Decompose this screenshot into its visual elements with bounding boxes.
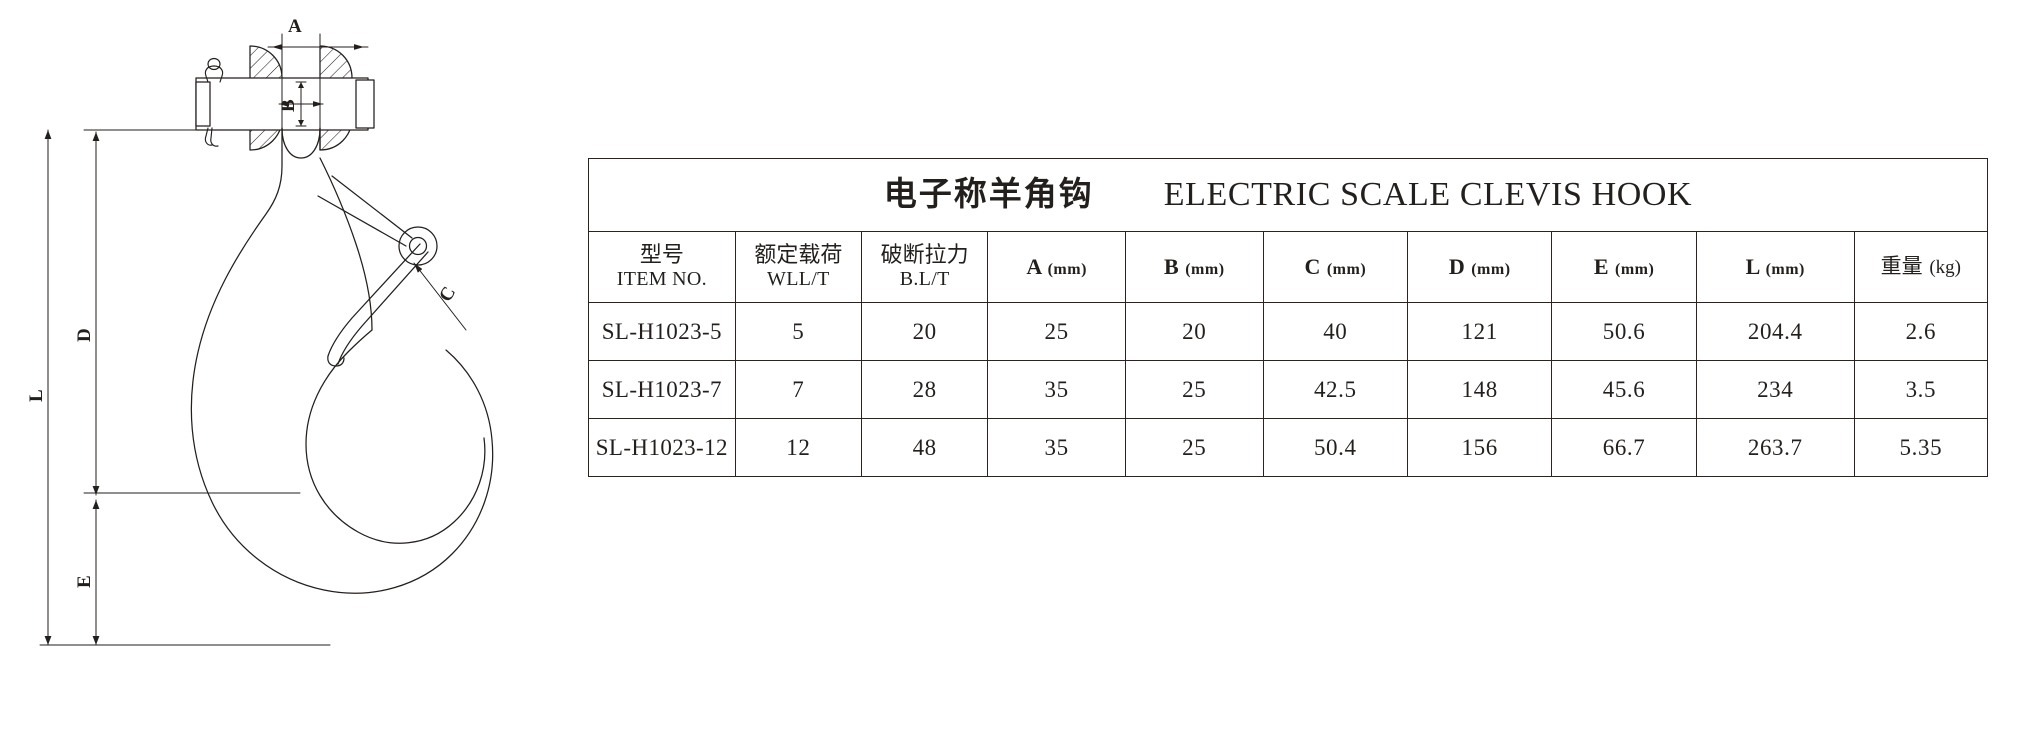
column-header-breaking-load: 破断拉力 B.L/T bbox=[860, 231, 989, 303]
cell-model: SL-H1023-12 bbox=[588, 418, 736, 477]
cotter-pin bbox=[204, 57, 224, 147]
safety-latch bbox=[317, 175, 429, 367]
cell-d: 156 bbox=[1406, 418, 1553, 477]
cell-model: SL-H1023-5 bbox=[588, 302, 736, 361]
table-title-cell: 电子称羊角钩 ELECTRIC SCALE CLEVIS HOOK bbox=[588, 158, 1988, 232]
column-header-c: C (mm) bbox=[1262, 231, 1408, 303]
cell-a: 25 bbox=[987, 302, 1126, 361]
clevis-gap-outline bbox=[281, 127, 321, 159]
table-header-row: 型号 ITEM NO. 额定载荷 WLL/T 破断拉力 B.L/T A (mm)… bbox=[588, 231, 1989, 303]
table-row: SL-H1023-7 7 28 35 25 42.5 148 45.6 234 … bbox=[588, 360, 1989, 419]
table-row: SL-H1023-12 12 48 35 25 50.4 156 66.7 26… bbox=[588, 418, 1989, 477]
dimension-d bbox=[92, 131, 100, 496]
table-title-cn: 电子称羊角钩 bbox=[883, 174, 1094, 214]
cell-weight: 3.5 bbox=[1853, 360, 1989, 419]
dimension-b bbox=[278, 81, 324, 127]
dimension-l bbox=[44, 129, 52, 646]
column-header-model: 型号 ITEM NO. bbox=[588, 231, 736, 303]
cell-c: 40 bbox=[1262, 302, 1408, 361]
column-header-weight: 重量 (kg) bbox=[1853, 231, 1989, 303]
dimension-a bbox=[267, 33, 369, 129]
cell-model: SL-H1023-7 bbox=[588, 360, 736, 419]
dimension-label-c: C bbox=[435, 283, 460, 305]
dimension-label-l: L bbox=[26, 389, 47, 402]
cell-l: 234 bbox=[1695, 360, 1855, 419]
cell-breaking-load: 28 bbox=[860, 360, 989, 419]
cell-weight: 2.6 bbox=[1853, 302, 1989, 361]
cell-wll: 7 bbox=[734, 360, 863, 419]
cell-weight: 5.35 bbox=[1853, 418, 1989, 477]
cell-d: 121 bbox=[1406, 302, 1553, 361]
specification-table-container: 电子称羊角钩 ELECTRIC SCALE CLEVIS HOOK 型号 ITE… bbox=[588, 158, 1989, 477]
cell-d: 148 bbox=[1406, 360, 1553, 419]
cell-e: 50.6 bbox=[1551, 302, 1697, 361]
cell-a: 35 bbox=[987, 418, 1126, 477]
dimension-label-e: E bbox=[74, 575, 95, 588]
column-header-wll: 额定载荷 WLL/T bbox=[734, 231, 863, 303]
column-header-l: L (mm) bbox=[1695, 231, 1855, 303]
cell-b: 25 bbox=[1124, 418, 1264, 477]
cell-e: 45.6 bbox=[1551, 360, 1697, 419]
technical-drawing-panel: A B C D E L bbox=[0, 0, 580, 750]
cell-a: 35 bbox=[987, 360, 1126, 419]
table-title-en: ELECTRIC SCALE CLEVIS HOOK bbox=[1163, 176, 1693, 214]
cell-breaking-load: 48 bbox=[860, 418, 989, 477]
hook-body-outline bbox=[190, 149, 494, 594]
dimension-e bbox=[92, 499, 100, 646]
column-header-a: A (mm) bbox=[987, 231, 1126, 303]
cell-wll: 5 bbox=[734, 302, 863, 361]
cell-b: 20 bbox=[1124, 302, 1264, 361]
column-header-e: E (mm) bbox=[1551, 231, 1697, 303]
clevis-hook-drawing: A B C D E L bbox=[26, 16, 494, 646]
cell-c: 50.4 bbox=[1262, 418, 1408, 477]
table-title-row: 电子称羊角钩 ELECTRIC SCALE CLEVIS HOOK bbox=[588, 158, 1988, 232]
table-row: SL-H1023-5 5 20 25 20 40 121 50.6 204.4 … bbox=[588, 302, 1989, 361]
cell-breaking-load: 20 bbox=[860, 302, 989, 361]
column-header-b: B (mm) bbox=[1124, 231, 1264, 303]
cell-l: 263.7 bbox=[1695, 418, 1855, 477]
cell-e: 66.7 bbox=[1551, 418, 1697, 477]
cell-c: 42.5 bbox=[1262, 360, 1408, 419]
column-header-d: D (mm) bbox=[1406, 231, 1553, 303]
cell-l: 204.4 bbox=[1695, 302, 1855, 361]
cell-b: 25 bbox=[1124, 360, 1264, 419]
dimension-c bbox=[413, 262, 467, 331]
cell-wll: 12 bbox=[734, 418, 863, 477]
dimension-label-d: D bbox=[74, 328, 95, 342]
dimension-label-a: A bbox=[288, 16, 302, 37]
specification-table: 电子称羊角钩 ELECTRIC SCALE CLEVIS HOOK 型号 ITE… bbox=[588, 158, 1989, 477]
dimension-label-b: B bbox=[278, 99, 299, 112]
